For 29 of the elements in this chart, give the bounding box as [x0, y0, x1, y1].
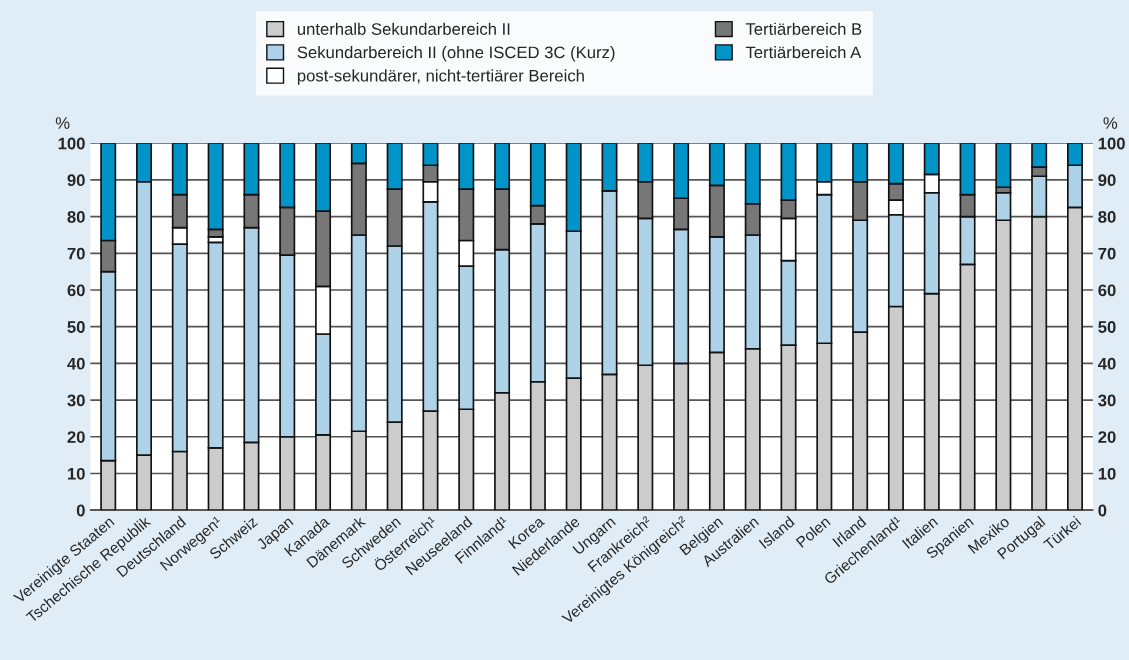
- y-tick-label: 20: [67, 431, 85, 443]
- y-tick-label: 100: [58, 137, 85, 150]
- y2-tick-label: 100: [1098, 137, 1125, 150]
- y2-tick-label: 0: [1098, 504, 1107, 517]
- legend-label: Sekundarbereich II (ohne ISCED 3C (Kurz): [297, 46, 615, 62]
- y-tick-label: 80: [67, 211, 85, 223]
- y-tick-label: 10: [67, 467, 85, 480]
- y-tick-label: 90: [67, 174, 85, 187]
- y-tick-label: 30: [67, 394, 85, 407]
- y2-axis-title: %: [1103, 117, 1118, 129]
- y2-tick-label: 20: [1098, 431, 1116, 443]
- y-tick-label: 40: [67, 357, 85, 370]
- legend-label: Tertiärbereich A: [745, 46, 862, 59]
- y-tick-label: 60: [67, 284, 85, 297]
- y2-tick-label: 40: [1097, 357, 1116, 370]
- y-tick-label: 50: [67, 321, 85, 333]
- y2-tick-label: 80: [1098, 211, 1116, 223]
- y2-tick-label: 50: [1098, 321, 1116, 333]
- y2-tick-label: 10: [1098, 467, 1116, 480]
- legend-label: post-sekundärer, nicht-tertiärer Bereich: [297, 69, 584, 85]
- y-tick-label: 0: [76, 504, 85, 517]
- legend-label: unterhalb Sekundarbereich II: [297, 22, 510, 35]
- y-tick-label: 70: [67, 247, 85, 260]
- y2-tick-label: 70: [1098, 247, 1116, 260]
- y2-tick-label: 60: [1098, 284, 1116, 297]
- legend-label: Tertiärbereich B: [745, 22, 862, 35]
- y-axis-title: %: [55, 117, 70, 129]
- y2-tick-label: 30: [1098, 394, 1116, 407]
- y2-tick-label: 90: [1098, 174, 1116, 187]
